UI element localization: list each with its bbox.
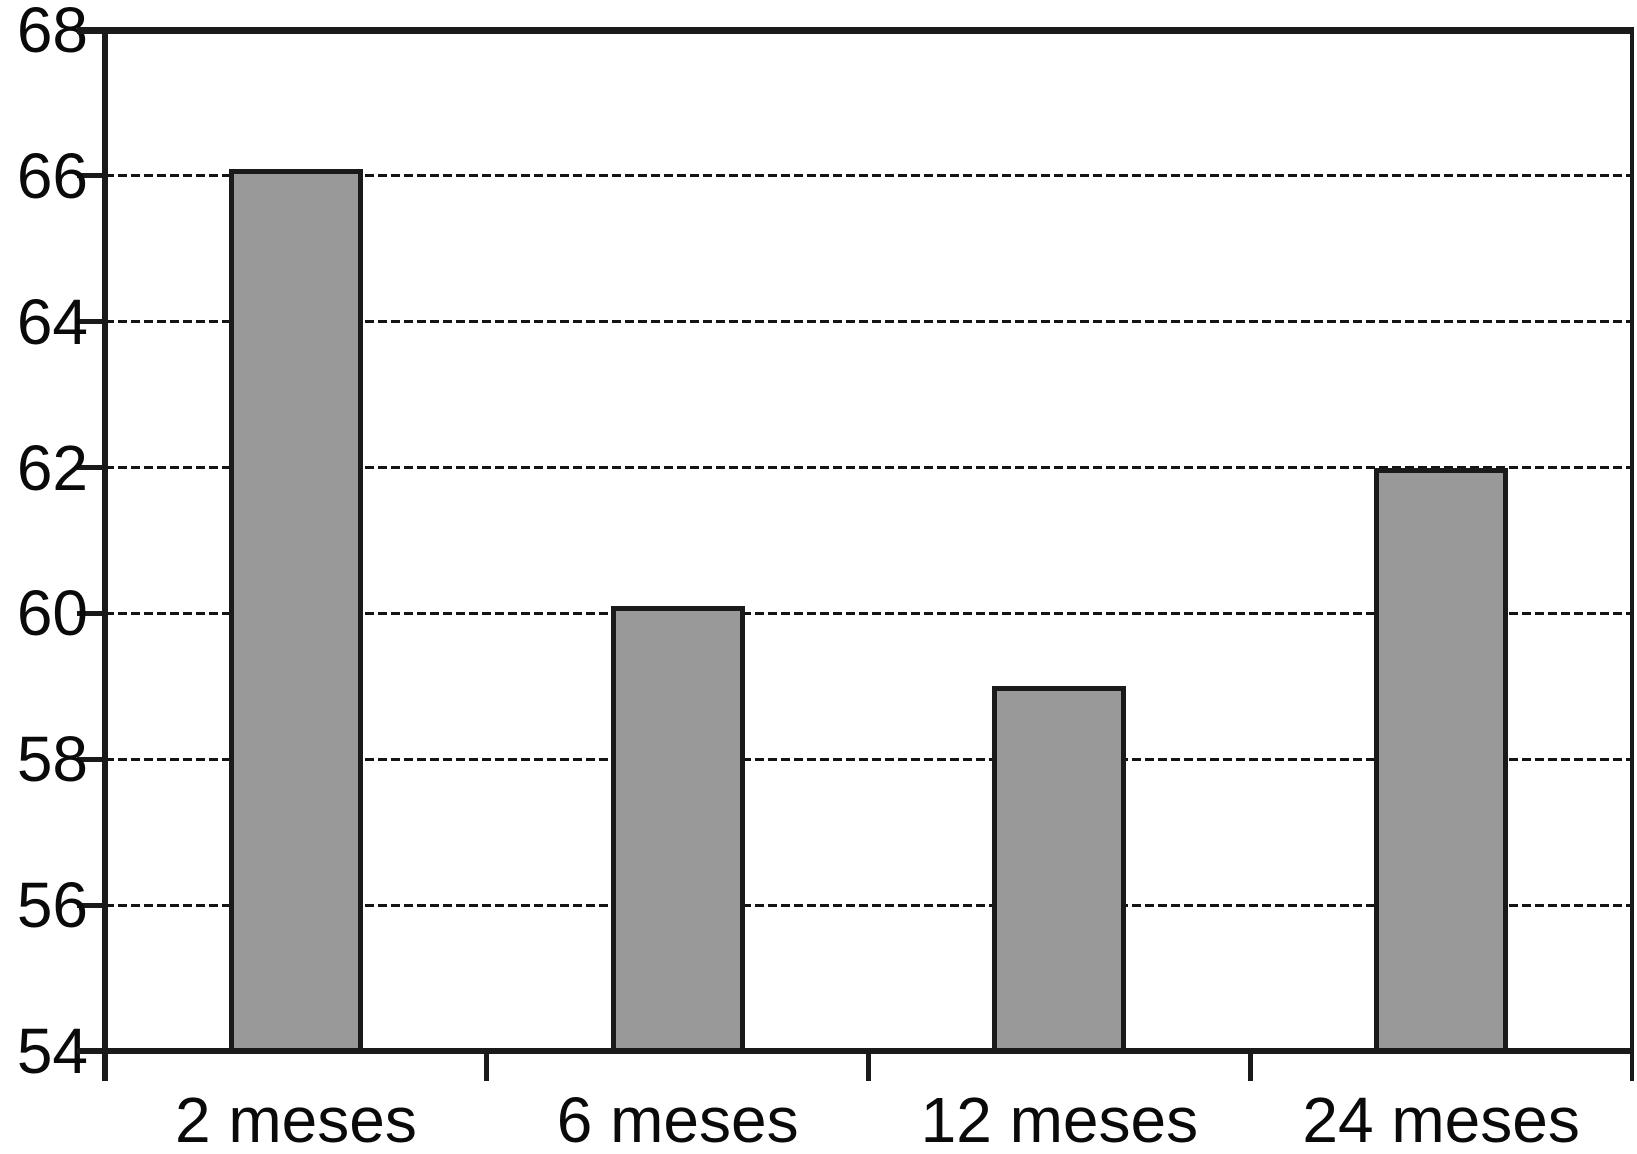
y-axis-tick-label-66: 66 [16,139,88,212]
bar-2-meses [228,168,363,1051]
plot-top-border [77,27,1634,34]
x-axis-label-2-meses: 2 meses [174,1084,417,1154]
gridline-58 [105,757,1632,761]
y-axis-tick-label-60: 60 [16,577,88,650]
bar-6-meses [610,606,745,1051]
bar-12-meses [992,686,1127,1051]
y-axis-tick-label-58: 58 [16,723,88,796]
gridline-56 [105,903,1632,907]
x-axis-tick-3 [1247,1051,1253,1081]
y-axis-tick-label-56: 56 [16,869,88,942]
gridline-66 [105,174,1632,178]
y-axis-tick-label-62: 62 [16,431,88,504]
x-axis-tick-2 [866,1051,871,1081]
x-axis-label-6-meses: 6 meses [556,1084,799,1154]
y-axis-tick-label-68: 68 [16,0,88,66]
x-axis-label-24-meses: 24 meses [1302,1084,1580,1154]
y-axis-tick-64 [77,319,105,325]
bar-24-meses [1374,467,1509,1051]
y-axis-tick-60 [77,610,105,616]
y-axis-tick-label-54: 54 [16,1015,88,1087]
y-axis-tick-62 [77,465,105,471]
gridline-62 [105,466,1632,470]
gridline-64 [105,320,1632,324]
gridline-60 [105,611,1632,615]
x-axis-tick-1 [484,1051,490,1081]
plot-right-border [1630,27,1634,1081]
y-axis-tick-58 [77,756,105,762]
y-axis-line [102,27,108,1081]
x-axis-line [77,1048,1634,1054]
y-axis-tick-66 [77,173,105,179]
x-axis-label-12-meses: 12 meses [920,1084,1199,1154]
y-axis-tick-56 [77,902,105,908]
y-axis-tick-label-64: 64 [16,285,88,358]
